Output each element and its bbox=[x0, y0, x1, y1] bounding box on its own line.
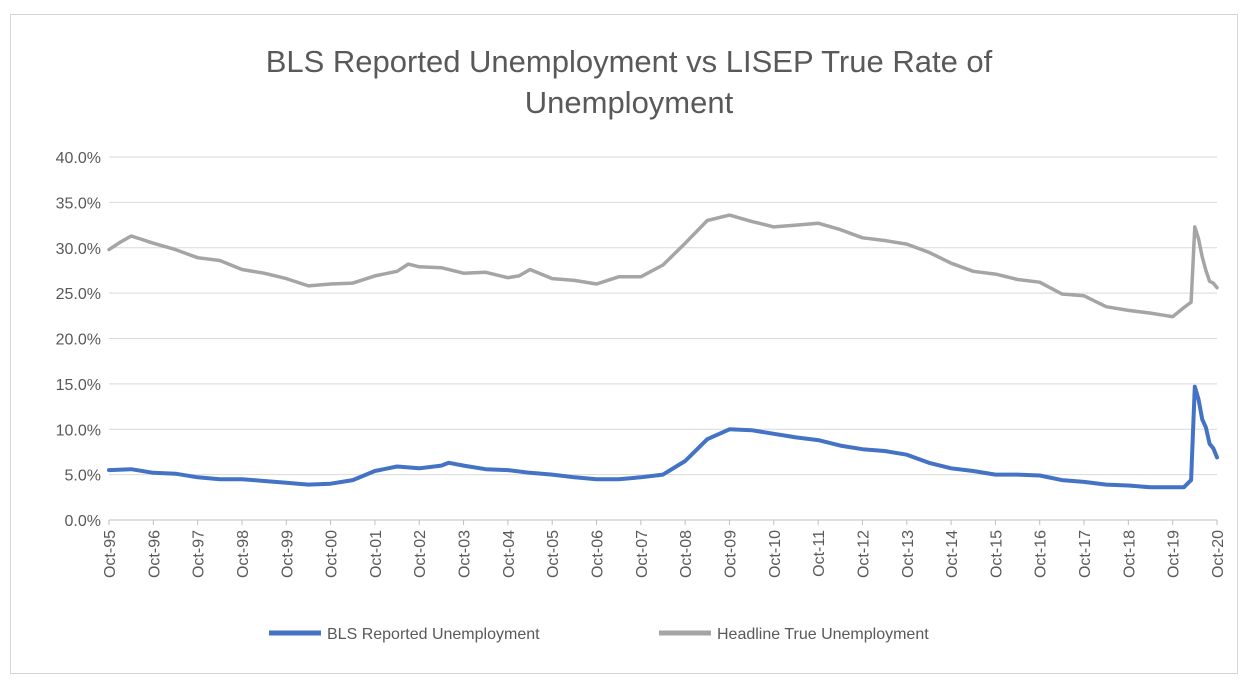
x-tick-label: Oct-13 bbox=[900, 530, 917, 578]
y-tick-label: 0.0% bbox=[65, 513, 101, 530]
x-axis: Oct-95 Oct-96 Oct-97 Oct-98 Oct-99 Oct-00 Oct-… bbox=[102, 520, 1227, 578]
x-tick-label: Oct-02 bbox=[412, 530, 429, 578]
x-tick-label: Oct-05 bbox=[545, 530, 562, 578]
x-tick-label: Oct-03 bbox=[457, 530, 474, 578]
x-tick-label: Oct-00 bbox=[324, 530, 341, 578]
x-tick-label: Oct-18 bbox=[1121, 530, 1138, 578]
x-tick-label: Oct-17 bbox=[1077, 530, 1094, 578]
x-tick-label: Oct-06 bbox=[590, 530, 607, 578]
x-tick-label: Oct-12 bbox=[855, 530, 872, 578]
x-tick-label: Oct-20 bbox=[1210, 530, 1227, 578]
x-tick-label: Oct-08 bbox=[678, 530, 695, 578]
y-tick-label: 25.0% bbox=[56, 286, 101, 303]
series-lines bbox=[107, 213, 1219, 490]
legend: BLS Reported Unemployment Headline True … bbox=[269, 626, 929, 643]
y-tick-label: 20.0% bbox=[56, 332, 101, 349]
x-tick-label: Oct-10 bbox=[767, 530, 784, 578]
x-tick-label: Oct-14 bbox=[944, 530, 961, 578]
legend-label-bls: BLS Reported Unemployment bbox=[327, 626, 540, 643]
x-tick-label: Oct-97 bbox=[191, 530, 208, 578]
line-chart: BLS Reported Unemployment vs LISEP True … bbox=[56, 44, 1227, 643]
chart-title-line-1: BLS Reported Unemployment vs LISEP True … bbox=[266, 44, 993, 79]
x-tick-label: Oct-07 bbox=[634, 530, 651, 578]
y-tick-label: 10.0% bbox=[56, 422, 101, 439]
y-tick-label: 40.0% bbox=[56, 150, 101, 167]
x-tick-label: Oct-09 bbox=[722, 530, 739, 578]
x-tick-label: Oct-96 bbox=[146, 530, 163, 578]
x-tick-label: Oct-19 bbox=[1166, 530, 1183, 578]
x-tick-label: Oct-11 bbox=[811, 530, 828, 577]
x-tick-label: Oct-15 bbox=[988, 530, 1005, 578]
x-tick-label: Oct-98 bbox=[235, 530, 252, 578]
chart-frame: BLS Reported Unemployment vs LISEP True … bbox=[10, 14, 1238, 674]
y-axis: 0.0% 5.0% 10.0% 15.0% 20.0% 25.0% 30.0% 35.0% 40… bbox=[56, 150, 101, 530]
series-line-true bbox=[107, 213, 1219, 319]
x-tick-label: Oct-04 bbox=[501, 530, 518, 578]
series-line-bls bbox=[107, 384, 1219, 490]
y-tick-label: 15.0% bbox=[56, 377, 101, 394]
x-tick-label: Oct-95 bbox=[102, 530, 119, 578]
x-tick-label: Oct-99 bbox=[279, 530, 296, 578]
chart-title-line-2: Unemployment bbox=[525, 85, 734, 120]
x-tick-label: Oct-16 bbox=[1033, 530, 1050, 578]
gridlines bbox=[109, 156, 1217, 521]
x-tick-label: Oct-01 bbox=[368, 530, 385, 578]
y-tick-label: 5.0% bbox=[65, 468, 101, 485]
y-tick-label: 35.0% bbox=[56, 195, 101, 212]
y-tick-label: 30.0% bbox=[56, 241, 101, 258]
legend-label-true: Headline True Unemployment bbox=[717, 626, 929, 643]
